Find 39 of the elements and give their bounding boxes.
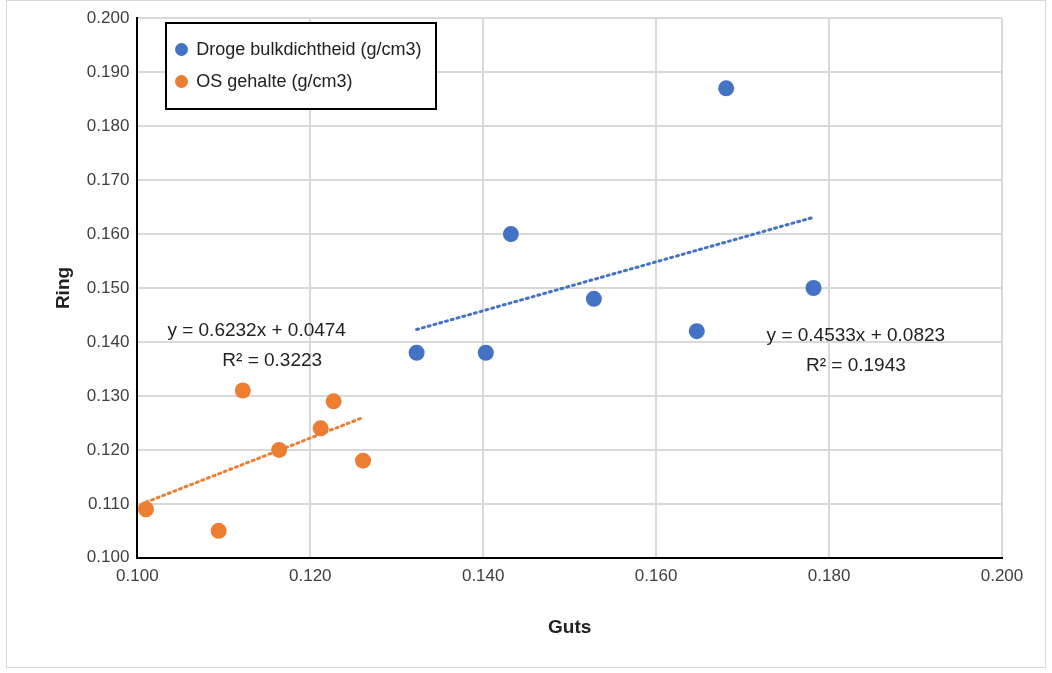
y-tick-label: 0.110 [88,493,130,513]
point [234,382,251,399]
y-axis-title: Ring [51,266,73,310]
point [688,323,705,340]
point [137,501,154,518]
point [210,522,227,539]
x-tick-label: 0.100 [116,565,159,585]
point [325,393,342,410]
y-tick-label: 0.130 [86,385,130,405]
point [271,441,288,458]
annotation: y = 0.6232x + 0.0474 [167,318,347,340]
point [477,344,494,361]
y-tick-label: 0.150 [86,277,130,297]
legend-label: OS gehalte (g/cm3) [196,70,353,92]
x-tick-label: 0.180 [807,565,851,585]
point [805,280,822,296]
x-tick-label: 0.120 [289,565,332,585]
y-tick-label: 0.140 [86,331,130,351]
y-tick-label: 0.180 [86,115,130,135]
y-tick-label: 0.120 [86,439,130,459]
point [718,80,735,97]
point [312,420,329,437]
point [502,226,519,243]
y-tick-label: 0.190 [86,61,130,81]
y-tick-label: 0.160 [86,223,130,243]
point [408,344,425,361]
annotation: y = 0.4533x + 0.0823 [766,324,946,346]
y-tick-label: 0.170 [86,169,130,189]
annotation: R² = 0.3223 [222,349,323,371]
point [355,452,372,469]
y-tick-label: 0.100 [86,547,130,567]
annotation: R² = 0.1943 [805,354,906,376]
x-tick-label: 0.200 [980,565,1024,585]
x-axis-title: Guts [548,615,592,637]
legend-label: Droge bulkdichtheid (g/cm3) [196,38,422,60]
x-tick-label: 0.140 [461,565,505,585]
y-tick-label: 0.200 [86,7,130,27]
x-tick-label: 0.160 [634,565,678,585]
point [585,290,602,307]
